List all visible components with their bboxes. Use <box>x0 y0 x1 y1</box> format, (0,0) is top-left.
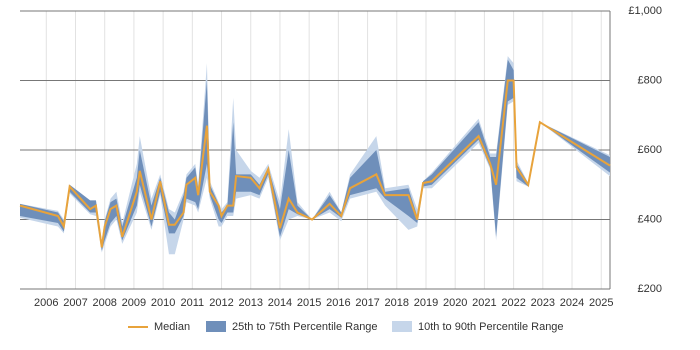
x-tick-label: 2016 <box>326 297 350 309</box>
x-tick-label: 2013 <box>239 297 263 309</box>
x-tick-label: 2011 <box>180 297 204 309</box>
median-line <box>19 79 611 248</box>
x-tick-label: 2021 <box>472 297 496 309</box>
y-tick-label: £600 <box>638 144 662 156</box>
x-tick-label: 2010 <box>151 297 175 309</box>
x-tick-label: 2007 <box>63 297 87 309</box>
x-tick-label: 2022 <box>501 297 525 309</box>
legend-swatch <box>392 321 412 332</box>
legend-label: 10th to 90th Percentile Range <box>418 321 564 333</box>
y-tick-label: £200 <box>638 283 662 295</box>
x-tick-label: 2014 <box>268 297 292 309</box>
y-tick-label: £400 <box>638 213 662 225</box>
legend-label: 25th to 75th Percentile Range <box>232 321 378 333</box>
x-tick-label: 2020 <box>443 297 467 309</box>
y-tick-label: £800 <box>638 74 662 86</box>
x-tick-label: 2012 <box>209 297 233 309</box>
x-tick-label: 2018 <box>385 297 409 309</box>
y-tick-label: £1,000 <box>628 5 662 17</box>
x-tick-label: 2019 <box>414 297 438 309</box>
x-tick-label: 2009 <box>122 297 146 309</box>
legend-label: Median <box>154 321 190 333</box>
x-tick-label: 2006 <box>34 297 58 309</box>
legend-swatch <box>206 321 226 332</box>
x-tick-label: 2025 <box>589 297 613 309</box>
x-tick-label: 2024 <box>560 297 584 309</box>
x-tick-label: 2017 <box>355 297 379 309</box>
x-tick-label: 2008 <box>92 297 116 309</box>
x-tick-label: 2023 <box>531 297 555 309</box>
range-band <box>20 56 610 255</box>
x-tick-label: 2015 <box>297 297 321 309</box>
